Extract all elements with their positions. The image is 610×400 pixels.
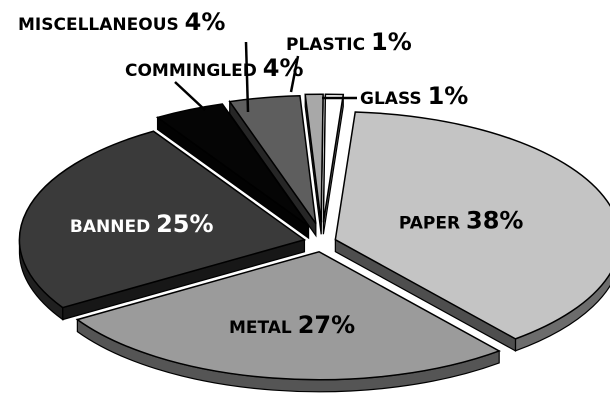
slice-plastic [304,93,324,223]
label-name-commingled: COMMINGLED [125,61,263,81]
leader-line-miscellaneous [244,41,250,113]
label-commingled: COMMINGLED 4% [125,54,304,82]
label-percent-metal: 27% [298,311,355,339]
label-glass: GLASS 1% [360,82,468,110]
slice-commingled [155,103,310,227]
leader-line-plastic [289,55,300,93]
label-percent-glass: 1% [428,82,469,110]
label-name-glass: GLASS [360,89,428,109]
label-paper: PAPER 38% [399,206,524,234]
slice-paper [334,111,610,340]
label-metal: METAL 27% [229,311,355,339]
label-name-miscellaneous: MISCELLANEOUS [18,15,185,35]
label-percent-paper: 38% [466,206,523,234]
label-banned: BANNED 25% [70,210,214,238]
label-percent-plastic: 1% [371,28,412,56]
label-plastic: PLASTIC 1% [286,28,412,56]
slice-miscellaneous [228,95,317,225]
label-name-metal: METAL [229,318,298,338]
slice-labels: PAPER 38% METAL 27% BANNED 25% COMMINGLED 4… [18,8,523,339]
label-name-banned: BANNED [70,217,156,237]
label-percent-banned: 25% [156,210,213,238]
slice-tops [18,93,610,381]
label-miscellaneous: MISCELLANEOUS 4% [18,8,225,36]
slice-glass [322,93,345,223]
label-name-paper: PAPER [399,213,466,233]
slice-banned [18,130,307,309]
leader-line-commingled [174,81,206,111]
label-percent-miscellaneous: 4% [185,8,226,36]
slice-metal [75,250,501,381]
label-name-plastic: PLASTIC [286,35,371,55]
